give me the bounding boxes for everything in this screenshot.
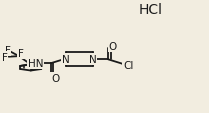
Text: F: F <box>2 53 8 63</box>
Text: N: N <box>89 55 97 65</box>
Text: O: O <box>108 42 117 52</box>
Text: F: F <box>18 49 24 59</box>
Text: Cl: Cl <box>123 61 133 71</box>
Text: O: O <box>51 73 60 83</box>
Text: F: F <box>5 46 11 56</box>
Text: HCl: HCl <box>138 3 162 17</box>
Text: HN: HN <box>28 59 43 69</box>
Text: N: N <box>62 55 70 65</box>
